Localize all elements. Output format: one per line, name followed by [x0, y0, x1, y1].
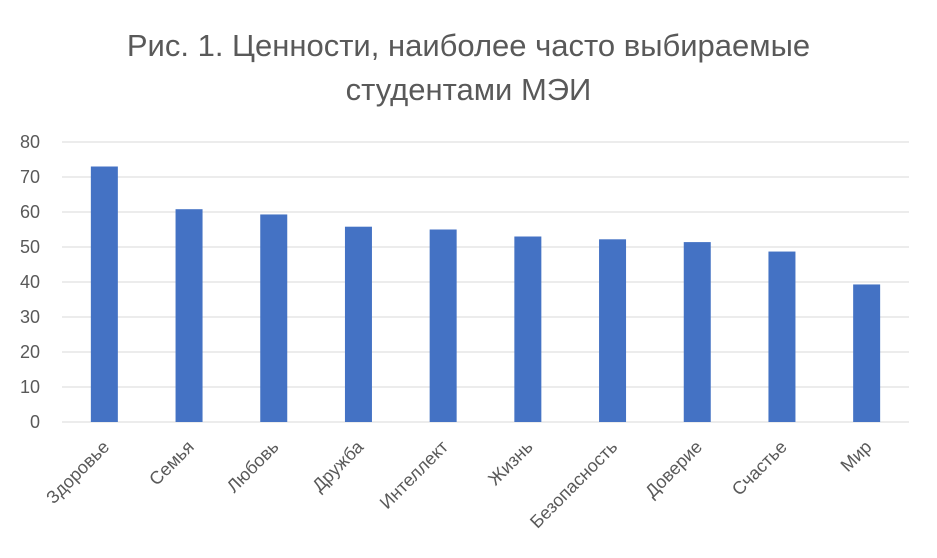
x-tick-label: Безопасность: [526, 437, 621, 532]
y-tick-label: 40: [20, 272, 40, 292]
x-tick-label: Здоровье: [42, 437, 113, 508]
y-tick-label: 20: [20, 342, 40, 362]
y-tick-label: 10: [20, 377, 40, 397]
x-tick-label: Любовь: [223, 437, 283, 497]
x-tick-label: Жизнь: [484, 437, 537, 490]
y-tick-label: 50: [20, 237, 40, 257]
y-tick-label: 70: [20, 167, 40, 187]
y-tick-label: 60: [20, 202, 40, 222]
y-tick-label: 80: [20, 132, 40, 152]
chart-title-line-2: студентами МЭИ: [345, 72, 592, 107]
x-tick-label: Доверие: [641, 437, 706, 502]
y-tick-label: 30: [20, 307, 40, 327]
x-tick-label: Счастье: [728, 437, 791, 500]
bar: [260, 214, 288, 422]
bar: [175, 209, 203, 422]
chart-title-line-1: Рис. 1. Ценности, наиболее часто выбирае…: [126, 28, 811, 63]
x-tick-label: Семья: [145, 437, 198, 490]
x-tick-label: Мир: [837, 437, 876, 476]
bar: [768, 251, 796, 422]
y-tick-label: 0: [30, 412, 40, 432]
bar: [344, 226, 372, 422]
x-tick-label: Интеллект: [376, 437, 452, 513]
bar: [599, 239, 627, 422]
bar: [853, 284, 881, 422]
bar: [429, 229, 457, 422]
bar: [90, 166, 118, 422]
bar: [683, 242, 711, 422]
bar: [514, 236, 542, 422]
chart-title: Рис. 1. Ценности, наиболее часто выбирае…: [0, 24, 937, 112]
x-tick-label: Дружба: [308, 436, 368, 496]
